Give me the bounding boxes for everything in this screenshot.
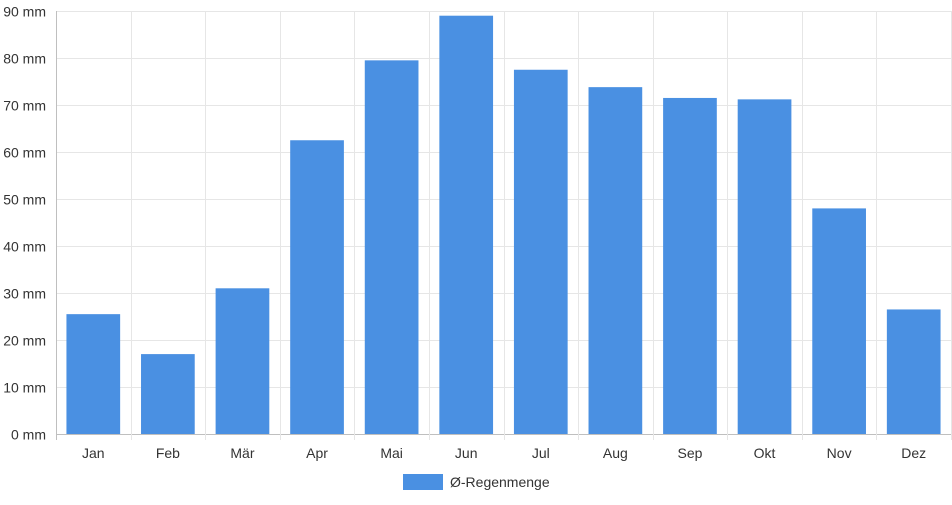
x-tick-label: Dez [901, 445, 926, 461]
x-tick-label: Feb [156, 445, 180, 461]
x-tick-label: Mai [380, 445, 403, 461]
y-tick-label: 90 mm [3, 4, 46, 20]
bar-jun [439, 15, 494, 434]
x-tick-label: Jul [532, 445, 550, 461]
bar-mär [215, 288, 270, 434]
x-tick-label: Jun [455, 445, 478, 461]
bar-aug [588, 87, 643, 434]
bar-jul [513, 69, 568, 434]
x-tick-label: Jan [82, 445, 105, 461]
y-tick-label: 70 mm [3, 98, 46, 114]
bar-apr [290, 140, 344, 434]
bars-layer [66, 15, 941, 435]
x-tick-label: Aug [603, 445, 628, 461]
bar-sep [663, 97, 717, 434]
y-tick-label: 0 mm [11, 427, 46, 443]
x-tick-label: Okt [754, 445, 776, 461]
bar-jan [66, 314, 121, 434]
legend-label[interactable]: Ø-Regenmenge [450, 474, 550, 490]
legend-swatch[interactable] [403, 474, 443, 490]
axis-layer: 0 mm 10 mm 20 mm 30 mm 40 mm 50 mm 60 mm 70 mm 8… [3, 4, 926, 462]
y-tick-label: 50 mm [3, 192, 46, 208]
y-tick-label: 10 mm [3, 380, 46, 396]
x-tick-label: Mär [230, 445, 254, 461]
x-tick-label: Sep [677, 445, 702, 461]
y-tick-label: 20 mm [3, 333, 46, 349]
x-tick-label: Nov [827, 445, 852, 461]
bar-okt [737, 99, 792, 435]
y-tick-label: 30 mm [3, 286, 46, 302]
y-tick-label: 40 mm [3, 239, 46, 255]
y-tick-label: 80 mm [3, 51, 46, 67]
y-tick-label: 60 mm [3, 145, 46, 161]
bar-feb [141, 354, 195, 434]
legend[interactable]: Ø-Regenmenge [403, 474, 550, 490]
bar-nov [812, 208, 866, 434]
bar-mai [364, 60, 419, 434]
x-tick-label: Apr [306, 445, 328, 461]
bar-dez [886, 309, 941, 434]
